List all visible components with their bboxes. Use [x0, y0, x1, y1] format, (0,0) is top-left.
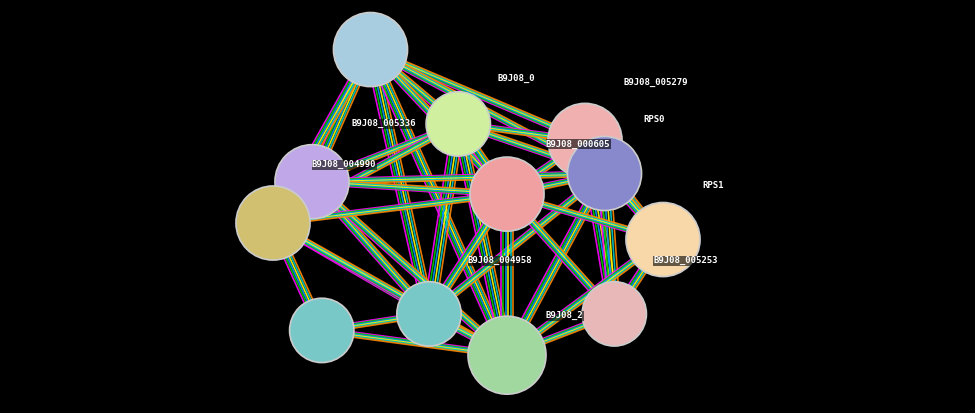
- Ellipse shape: [397, 282, 461, 346]
- Text: RPS0: RPS0: [644, 115, 665, 124]
- Text: B9J08_005336: B9J08_005336: [351, 119, 415, 128]
- Ellipse shape: [275, 145, 349, 219]
- Ellipse shape: [567, 136, 642, 211]
- Text: B9J08_004958: B9J08_004958: [468, 256, 532, 265]
- Ellipse shape: [236, 186, 310, 260]
- Text: B9J08_2: B9J08_2: [546, 311, 584, 320]
- Text: B9J08_000605: B9J08_000605: [546, 140, 610, 149]
- Text: B9J08_0: B9J08_0: [497, 74, 535, 83]
- Ellipse shape: [426, 92, 490, 156]
- Ellipse shape: [470, 157, 544, 231]
- Ellipse shape: [582, 282, 646, 346]
- Ellipse shape: [468, 316, 546, 394]
- Ellipse shape: [333, 12, 408, 87]
- Text: RPS1: RPS1: [702, 181, 723, 190]
- Text: B9J08_004990: B9J08_004990: [312, 160, 376, 169]
- Ellipse shape: [626, 202, 700, 277]
- Ellipse shape: [290, 298, 354, 363]
- Ellipse shape: [548, 103, 622, 178]
- Text: B9J08_005253: B9J08_005253: [653, 256, 718, 265]
- Text: B9J08_005279: B9J08_005279: [624, 78, 688, 87]
